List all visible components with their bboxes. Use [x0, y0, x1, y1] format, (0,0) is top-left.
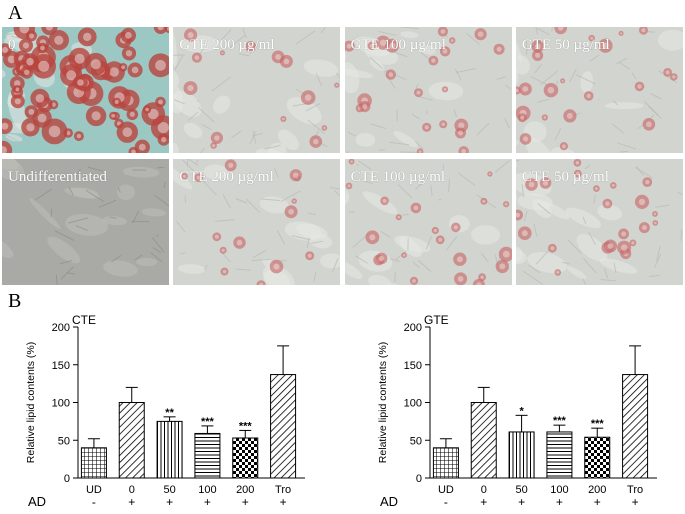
ad-value: + [128, 495, 135, 509]
y-tick-label: 0 [64, 473, 70, 485]
micrograph-label: CTE 200 µg/ml [179, 169, 273, 186]
gte-chart: GTE Relative lipid contents (%) 0 50 100 150 2… [372, 300, 672, 509]
significance-marker: *** [591, 418, 605, 430]
micrograph-tile: Undifferentiated [2, 159, 169, 285]
ad-value: + [480, 495, 487, 509]
bar [471, 403, 496, 479]
significance-marker: * [519, 405, 524, 417]
ad-row-label: AD [380, 494, 398, 509]
significance-marker: *** [553, 415, 567, 427]
micrograph-label: 0 [8, 37, 16, 54]
ad-value: + [594, 495, 601, 509]
ad-value: + [632, 495, 639, 509]
y-tick-label: 200 [52, 322, 70, 334]
y-axis-label: Relative lipid contents (%) [25, 342, 37, 463]
significance-marker: ** [165, 407, 174, 419]
micrograph-label: GTE 200 µg/ml [179, 37, 274, 54]
micrograph-grid: 0 GTE 200 µg/ml GTE 100 µg/ml GTE 50 µg/ml U… [2, 27, 683, 287]
micrograph-tile: GTE 100 µg/ml [345, 27, 512, 153]
cte-chart: CTE Relative lipid contents (%) 0 50 100 150 2… [20, 300, 320, 509]
micrograph-label: CTE 50 µg/ml [522, 169, 609, 186]
micrograph-label: GTE 50 µg/ml [522, 37, 610, 54]
panel-a-letter: A [8, 2, 22, 25]
ad-value: + [242, 495, 249, 509]
bar [433, 448, 458, 478]
y-tick-label: 0 [416, 473, 422, 485]
micrograph-label: CTE 100 µg/ml [351, 169, 445, 186]
ad-value: + [518, 495, 525, 509]
micrograph-tile: CTE 50 µg/ml [516, 159, 683, 285]
bar [623, 375, 648, 478]
ad-value: + [556, 495, 563, 509]
y-tick-label: 100 [404, 398, 422, 410]
bar-chart-svg: CTE Relative lipid contents (%) 0 50 100 150 2… [20, 300, 320, 509]
bar-chart-svg: GTE Relative lipid contents (%) 0 50 100 150 2… [372, 300, 672, 509]
ad-value: - [92, 495, 96, 509]
bar [271, 375, 296, 478]
y-tick-label: 150 [404, 360, 422, 372]
micrograph-tile: CTE 200 µg/ml [173, 159, 340, 285]
micrograph-image [2, 27, 169, 153]
micrograph-tile: GTE 200 µg/ml [173, 27, 340, 153]
y-tick-label: 50 [410, 435, 422, 447]
bar [81, 448, 106, 478]
y-tick-label: 200 [404, 322, 422, 334]
chart-title: CTE [72, 313, 96, 327]
y-tick-label: 150 [52, 360, 70, 372]
y-axis-label: Relative lipid contents (%) [377, 342, 389, 463]
bar [233, 438, 258, 478]
ad-row-label: AD [28, 494, 46, 509]
y-tick-label: 100 [52, 398, 70, 410]
bar [119, 403, 144, 479]
ad-value: + [280, 495, 287, 509]
significance-marker: *** [239, 420, 253, 432]
bar [585, 437, 610, 478]
micrograph-tile: CTE 100 µg/ml [345, 159, 512, 285]
bar [509, 432, 534, 478]
bar [195, 433, 220, 478]
significance-marker: *** [201, 416, 215, 428]
micrograph-tile: 0 [2, 27, 169, 153]
ad-value: + [204, 495, 211, 509]
ad-value: + [166, 495, 173, 509]
bar [157, 421, 182, 478]
y-tick-label: 50 [58, 435, 70, 447]
bar [547, 432, 572, 478]
micrograph-label: GTE 100 µg/ml [351, 37, 446, 54]
ad-value: - [444, 495, 448, 509]
micrograph-tile: GTE 50 µg/ml [516, 27, 683, 153]
micrograph-label: Undifferentiated [8, 169, 107, 186]
chart-title: GTE [424, 313, 449, 327]
